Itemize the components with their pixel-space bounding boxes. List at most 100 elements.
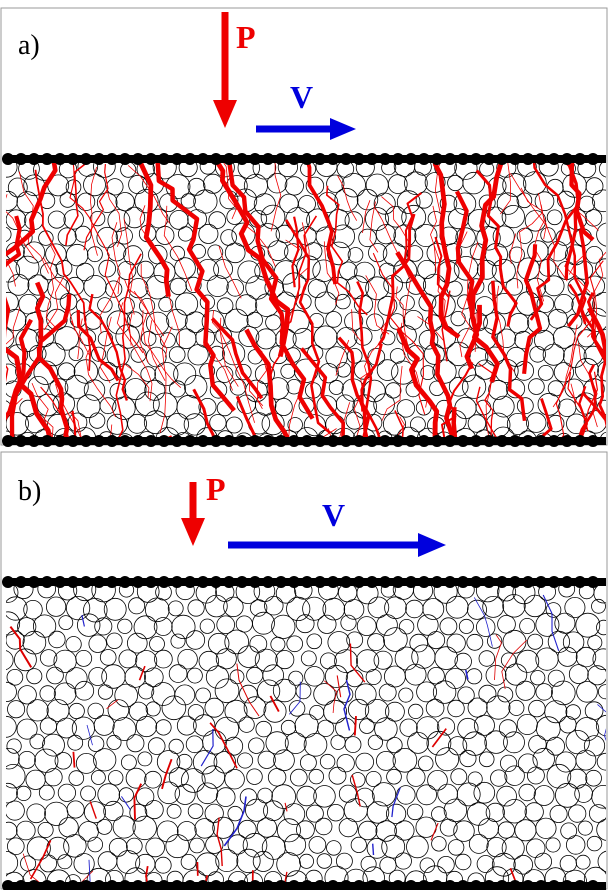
force-chain	[78, 318, 90, 356]
force-chain	[69, 160, 144, 354]
grain	[358, 820, 378, 841]
grain	[165, 834, 190, 859]
wall-grain	[548, 435, 560, 447]
grain	[577, 160, 597, 179]
grain	[376, 359, 399, 381]
force-chain	[211, 310, 239, 387]
force-chain	[257, 350, 267, 409]
grain	[598, 684, 606, 700]
grain	[212, 816, 235, 839]
wall-grain	[353, 576, 365, 588]
grain	[193, 189, 218, 214]
panel-label: b)	[18, 476, 41, 507]
grain	[502, 629, 527, 654]
grain	[145, 837, 166, 858]
grain	[68, 702, 85, 720]
grain	[544, 700, 568, 724]
force-chain	[85, 346, 116, 418]
grain	[271, 614, 296, 639]
grain	[83, 598, 108, 623]
grain	[300, 650, 317, 667]
grain	[454, 160, 478, 180]
grain	[394, 646, 419, 671]
grain	[473, 781, 496, 804]
wall-grain	[561, 880, 573, 890]
force-chain	[109, 424, 113, 442]
grain	[399, 295, 415, 311]
grain	[224, 629, 250, 655]
grain	[96, 192, 118, 213]
force-chain	[381, 196, 413, 247]
grain	[575, 749, 597, 771]
wall-grain	[41, 576, 53, 588]
grain	[364, 699, 390, 724]
force-chain	[6, 258, 16, 287]
grain	[68, 770, 85, 786]
grain	[6, 668, 24, 686]
grain	[576, 680, 598, 703]
grain	[83, 274, 107, 299]
grain	[146, 346, 167, 368]
grain	[492, 395, 515, 418]
grain	[346, 631, 364, 649]
wall-grain	[28, 576, 40, 588]
wall-grain	[223, 880, 235, 890]
wall-grain	[327, 880, 339, 890]
grain	[502, 799, 527, 824]
grain	[239, 788, 258, 806]
grain	[166, 308, 188, 331]
grain	[6, 596, 28, 621]
grain	[235, 583, 261, 604]
grain	[39, 649, 58, 667]
grain	[215, 327, 233, 345]
grain	[418, 293, 437, 312]
grain	[566, 313, 583, 330]
force-chain	[396, 327, 440, 442]
grain	[497, 686, 514, 703]
wall-grain	[28, 880, 40, 890]
wall-grain	[197, 880, 209, 890]
wall-grain	[106, 435, 118, 447]
grain	[249, 599, 268, 617]
grain	[415, 191, 433, 209]
force-chain	[403, 192, 423, 266]
wall-grain	[15, 153, 27, 165]
grain	[18, 160, 40, 180]
grain	[417, 259, 437, 279]
grain	[553, 362, 575, 383]
grain	[447, 839, 465, 856]
grain	[6, 583, 19, 603]
grain	[455, 853, 472, 871]
grain	[185, 276, 202, 293]
wall-grain	[509, 880, 521, 890]
grain	[176, 821, 197, 841]
force-chain	[155, 161, 236, 412]
grain	[432, 680, 457, 704]
grain	[583, 866, 606, 885]
force-chain	[288, 393, 301, 439]
force-chain	[395, 251, 457, 442]
wall-grain	[171, 880, 183, 890]
grain	[538, 160, 559, 177]
grain	[288, 700, 306, 717]
force-chains-b	[9, 594, 606, 885]
grain	[286, 596, 311, 622]
grain	[227, 834, 248, 855]
grain	[305, 869, 323, 885]
grain	[74, 680, 95, 701]
grain	[528, 378, 545, 395]
grain	[252, 160, 277, 180]
force-chain	[285, 239, 300, 260]
grain	[198, 650, 220, 672]
grain	[84, 801, 107, 824]
grain	[519, 618, 536, 635]
grain	[378, 683, 397, 702]
grain	[315, 160, 338, 177]
grain	[457, 583, 475, 599]
grain	[214, 678, 240, 704]
grain	[168, 380, 186, 398]
wall-grain	[587, 435, 599, 447]
wall-grain	[41, 153, 53, 165]
grain	[198, 223, 219, 244]
grain	[530, 670, 546, 686]
